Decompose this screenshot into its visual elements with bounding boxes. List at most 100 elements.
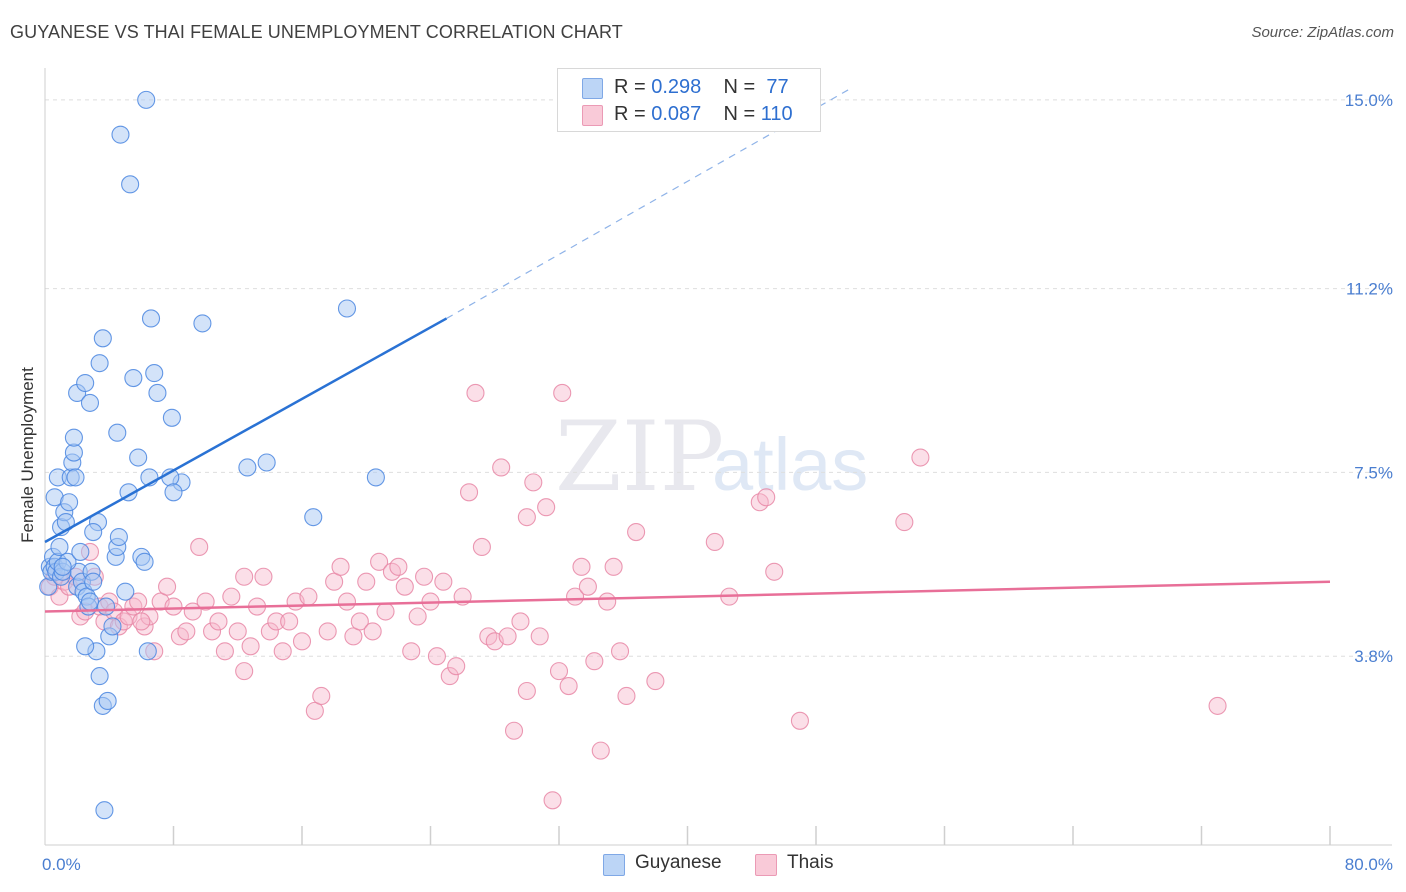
- tick-labels: 3.8% 7.5% 11.2% 15.0% 0.0% 80.0%: [42, 91, 1393, 874]
- thais-point: [357, 572, 376, 591]
- thais-point: [765, 562, 784, 581]
- guyanese-point: [53, 557, 72, 576]
- thais-point: [209, 612, 228, 631]
- guyanese-point: [141, 309, 161, 328]
- thais-point: [196, 592, 215, 611]
- thais-point: [543, 791, 562, 810]
- source-label: Source: ZipAtlas.com: [1251, 24, 1394, 41]
- guyanese-point: [90, 667, 109, 686]
- watermark-atlas: atlas: [712, 423, 868, 506]
- guyanese-point: [98, 691, 117, 710]
- trend-lines: [44, 89, 1331, 613]
- thais-point: [331, 557, 350, 576]
- thais-point: [427, 647, 446, 666]
- guyanese-point: [80, 592, 100, 611]
- y-tick-label: 3.8%: [1354, 647, 1393, 666]
- guyanese-point: [60, 493, 79, 512]
- thais-point: [1208, 696, 1227, 715]
- thais-point: [135, 617, 154, 636]
- legend-r-value: 0.298: [651, 76, 702, 98]
- thais-point: [280, 612, 299, 631]
- guyanese-point: [84, 572, 103, 591]
- thais-point: [440, 667, 459, 686]
- thais-point: [434, 572, 453, 591]
- thais-point: [911, 448, 930, 467]
- thais-point: [292, 632, 312, 651]
- guyanese-point: [137, 90, 156, 109]
- grid-lines: [45, 99, 1392, 657]
- guyanese-point: [109, 527, 128, 547]
- guyanese-point: [135, 552, 154, 571]
- guyanese-point: [129, 448, 148, 467]
- guyanese-point: [76, 373, 95, 393]
- legend-n-value: 110: [760, 103, 793, 125]
- thais-point: [757, 488, 776, 507]
- thais-point: [267, 612, 286, 631]
- thais-point: [459, 483, 479, 502]
- chart-title: GUYANESE VS THAI FEMALE UNEMPLOYMENT COR…: [10, 22, 623, 42]
- guyanese-point: [116, 582, 135, 601]
- thais-point: [617, 686, 636, 706]
- thais-point: [222, 587, 241, 606]
- guyanese-trend-line: [44, 317, 448, 544]
- thais-legend-swatch: [755, 854, 777, 876]
- thais-point: [610, 642, 630, 661]
- thais-point: [517, 681, 536, 701]
- guyanese-point: [164, 483, 183, 502]
- thais-point: [517, 508, 536, 527]
- thais-point: [350, 612, 369, 631]
- guyanese-point: [121, 175, 140, 194]
- guyanese-point: [80, 393, 100, 412]
- y-axis-label: Female Unemployment: [18, 367, 37, 543]
- thais-point: [646, 672, 665, 691]
- legend-n-value: 77: [766, 76, 789, 98]
- legend-n-label: N =: [723, 103, 756, 125]
- thais-point: [549, 662, 569, 681]
- thais-point: [492, 458, 511, 477]
- thais-point: [370, 552, 389, 571]
- thais-point: [164, 597, 183, 616]
- thais-point: [472, 537, 491, 556]
- guyanese-point: [93, 329, 112, 348]
- thais-point: [559, 676, 578, 696]
- thais-point: [376, 602, 395, 621]
- thais-point: [553, 383, 572, 403]
- x-tick-label: 80.0%: [1345, 855, 1393, 874]
- thais-point: [705, 532, 724, 552]
- thais-point: [318, 622, 337, 641]
- thais-point: [598, 592, 617, 611]
- legend-r-label: R =: [614, 76, 646, 98]
- thais-point: [415, 567, 434, 586]
- thais-point: [235, 567, 254, 586]
- y-tick-label: 11.2%: [1346, 280, 1393, 299]
- guyanese-legend-label: Guyanese: [635, 852, 722, 873]
- thais-point: [228, 622, 247, 641]
- thais-point: [402, 642, 421, 661]
- thais-point: [395, 577, 414, 596]
- watermark: ZIP atlas: [555, 401, 868, 513]
- axes: [44, 68, 1392, 846]
- thais-point: [895, 513, 914, 532]
- thais-point: [325, 572, 344, 591]
- guyanese-point: [90, 354, 109, 373]
- thais-point: [177, 622, 196, 641]
- y-tick-label: 15.0%: [1345, 91, 1393, 110]
- thais-point: [203, 622, 222, 641]
- guyanese-point: [138, 642, 157, 661]
- thais-point: [524, 473, 543, 492]
- thais-point: [585, 652, 604, 671]
- thais-point: [158, 577, 177, 596]
- guyanese-point: [148, 383, 167, 403]
- thais-point: [299, 587, 318, 606]
- guyanese-point: [96, 597, 116, 616]
- thais-point: [344, 627, 363, 646]
- guyanese-swatch: [582, 78, 603, 99]
- guyanese-point: [366, 468, 385, 487]
- guyanese-point: [238, 458, 257, 477]
- guyanese-point: [95, 801, 114, 820]
- guyanese-point: [145, 364, 164, 383]
- thais-point: [498, 627, 517, 646]
- guyanese-point: [103, 617, 122, 636]
- thais-point: [566, 587, 585, 606]
- thais-swatch: [582, 105, 603, 126]
